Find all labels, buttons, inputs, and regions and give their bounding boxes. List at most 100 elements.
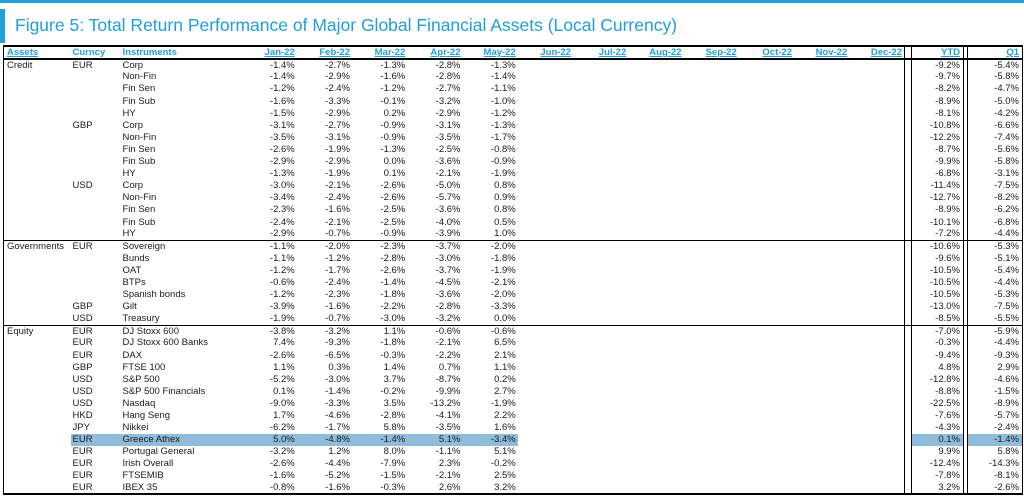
cell-month-value [739, 71, 794, 83]
table-row: Fin Sub -2.4% -2.1% -2.5% -4.0% 0.5% -10.1% -6.… [3, 216, 1023, 229]
cell-month-value [739, 192, 794, 204]
cell-month-value [518, 398, 573, 410]
cell-assets [3, 300, 71, 313]
cell-month-value: -2.4% [325, 276, 350, 288]
cell-month-value: -2.9% [325, 71, 350, 83]
cell-month-value [849, 252, 906, 265]
cell-month-value [628, 434, 683, 446]
cell-ytd-value: -7.0% [911, 324, 964, 338]
cell-spacer [905, 458, 912, 470]
cell-month-value [794, 410, 849, 422]
cell-month-value: -1.7% [490, 131, 516, 143]
returns-table: Assets Curncy Instruments Jan-22 Feb-22 Mar-2… [3, 45, 1023, 496]
cell-q1-value: -5.6% [967, 143, 1023, 156]
cell-month-value [849, 119, 906, 132]
cell-month-value [794, 58, 850, 72]
cell-month-value [573, 265, 628, 277]
cell-month-value [684, 289, 739, 301]
cell-month-value [739, 168, 794, 180]
cell-month-value: 2.6% [407, 482, 463, 496]
cell-month-value [794, 289, 849, 301]
cell-ytd-value: -8.2% [911, 83, 964, 96]
cell-month-value [739, 156, 794, 168]
cell-month-value: 2.7% [494, 385, 516, 397]
cell-curncy [71, 228, 121, 240]
cell-assets [3, 204, 71, 217]
cell-month-value: -2.1% [435, 168, 461, 180]
cell-month-value [739, 83, 794, 95]
table-row: GBP FTSE 100 1.1% 0.3% 1.4% 0.7% 1.1% 4.8% 2.9% [3, 361, 1023, 374]
cell-month-value: -2.3% [325, 289, 350, 301]
cell-month-value [573, 373, 628, 385]
cell-curncy: EUR [70, 239, 121, 253]
cell-month-value [684, 265, 739, 277]
cell-month-value: 0.3% [328, 361, 350, 373]
cell-month-value [628, 107, 683, 119]
cell-q1-value: -6.6% [967, 119, 1023, 132]
cell-month-value [794, 107, 849, 119]
table-row: Fin Sub -1.6% -3.3% -0.1% -3.2% -1.0% -8.9% -5.… [3, 95, 1023, 108]
cell-spacer [905, 71, 912, 83]
cell-month-value: -3.9% [269, 301, 295, 313]
cell-month-value: -2.7% [325, 119, 350, 131]
cell-month-value [849, 71, 906, 84]
cell-month-value [518, 119, 573, 131]
cell-month-value [628, 398, 683, 410]
cell-month-value: -3.5% [435, 131, 461, 143]
cell-q1-value: -5.0% [967, 95, 1023, 108]
cell-curncy [71, 277, 121, 289]
cell-month-value [518, 132, 573, 144]
cell-assets [3, 167, 71, 180]
cell-month-value: -4.8% [296, 433, 352, 446]
cell-month-value: -2.1% [435, 337, 461, 349]
table-row: USD Nasdaq -9.0% -3.3% 3.5% -13.2% -1.9% -22.5%… [3, 397, 1023, 410]
cell-month-value [794, 180, 849, 192]
cell-month-value [849, 95, 906, 108]
cell-month-value [573, 277, 628, 289]
cell-spacer [904, 324, 912, 338]
cell-curncy [71, 192, 121, 204]
cell-month-value: -2.1% [325, 216, 350, 228]
cell-ytd-value: -9.7% [911, 71, 964, 84]
cell-month-value [849, 58, 906, 72]
cell-month-value [573, 239, 629, 253]
cell-month-value: -4.0% [435, 216, 461, 228]
cell-month-value: -3.2% [296, 324, 352, 338]
cell-month-value [684, 180, 739, 192]
cell-month-value [518, 289, 573, 301]
cell-month-value [518, 373, 573, 385]
cell-month-value [573, 289, 628, 301]
cell-curncy: EUR [70, 324, 121, 338]
cell-instrument: Gilt [122, 301, 137, 313]
cell-month-value [573, 58, 629, 72]
cell-month-value [573, 458, 628, 470]
cell-ytd-value: -9.2% [911, 58, 964, 72]
cell-month-value [739, 119, 794, 131]
cell-month-value: -6.2% [269, 422, 295, 434]
cell-curncy: USD [72, 385, 93, 397]
cell-month-value [849, 324, 906, 338]
cell-month-value [794, 83, 849, 95]
cell-month-value: -1.8% [490, 252, 516, 264]
cell-month-value [794, 386, 849, 398]
cell-curncy: USD [72, 180, 93, 192]
table-row: USD Corp -3.0% -2.1% -2.6% -5.0% 0.8% -11.4% -7.… [3, 179, 1023, 193]
cell-month-value [794, 337, 849, 349]
cell-month-value [794, 422, 849, 434]
cell-month-value [573, 228, 628, 240]
cell-month-value: -2.6% [269, 143, 295, 155]
cell-month-value: -1.1% [241, 239, 297, 253]
table-row: JPY Nikkei -6.2% -1.7% 5.8% -3.5% 1.6% -4.3% -2.… [3, 421, 1023, 434]
cell-month-value [794, 132, 849, 144]
cell-instrument: HY [122, 107, 136, 119]
cell-month-value [518, 301, 573, 313]
cell-month-value [794, 324, 850, 338]
cell-month-value [684, 337, 739, 349]
cell-month-value [849, 239, 906, 253]
cell-month-value: -2.8% [407, 58, 463, 72]
cell-month-value [849, 397, 906, 410]
cell-ytd-value: -10.5% [911, 264, 964, 277]
cell-assets [3, 373, 71, 386]
table-row: Fin Sen -2.3% -1.6% -2.5% -3.6% 0.8% -8.9% -6.2… [3, 204, 1023, 217]
cell-month-value [518, 107, 573, 119]
